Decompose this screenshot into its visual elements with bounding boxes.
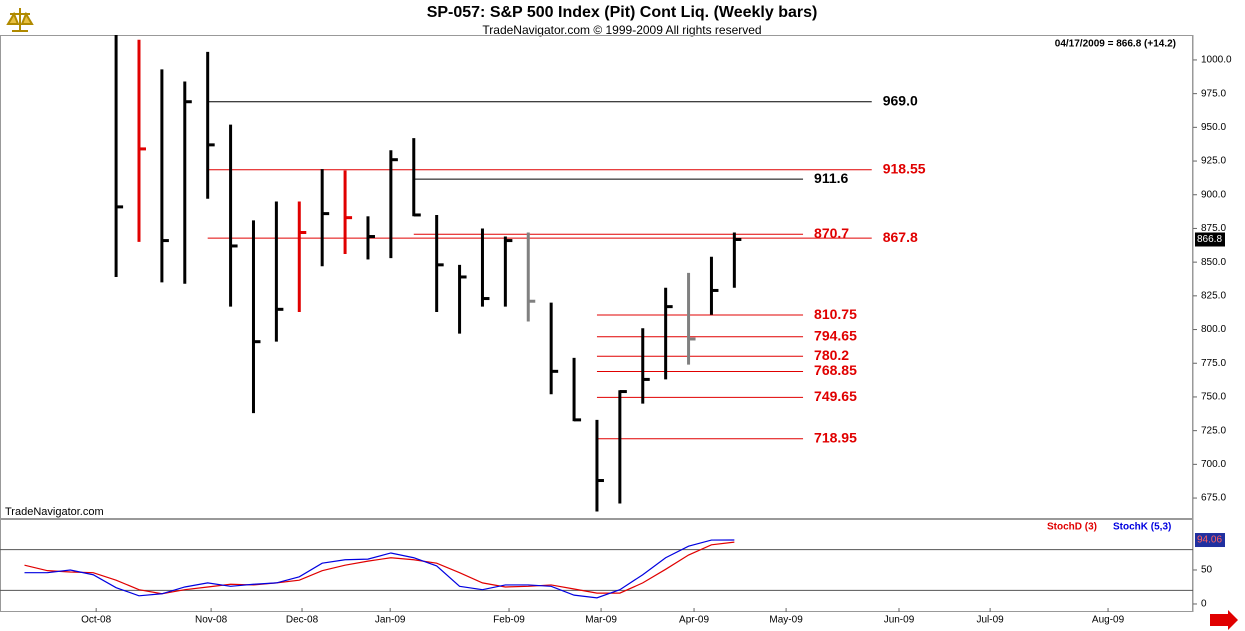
level-label: 918.55 [883,160,926,176]
x-tick-label: Dec-08 [286,615,319,626]
y-tick-label: 825.0 [1201,290,1226,301]
x-tick-label: Nov-08 [195,615,228,626]
y-tick-label: 750.0 [1201,392,1226,403]
stoch-line [24,541,735,595]
y-tick-label: 0 [1201,599,1207,610]
level-label: 870.7 [814,225,849,241]
y-tick-label: 1000.0 [1201,55,1232,66]
watermark: TradeNavigator.com [5,506,104,518]
y-tick-label: 725.0 [1201,425,1226,436]
y-tick-label: 875.0 [1201,223,1226,234]
level-label: 780.2 [814,347,849,363]
x-tick-label: Jun-09 [884,615,915,626]
last-value-label: 94.06 [1197,535,1222,546]
level-label: 794.65 [814,327,857,343]
x-tick-label: Apr-09 [679,615,709,626]
main-plot [114,35,872,512]
level-label: 718.95 [814,430,857,446]
y-tick-label: 50 [1201,565,1213,576]
y-tick-label: 950.0 [1201,122,1226,133]
y-tick-label: 700.0 [1201,459,1226,470]
level-label: 749.65 [814,388,857,404]
x-tick-label: Jan-09 [375,615,406,626]
level-label: 969.0 [883,92,918,108]
y-tick-label: 800.0 [1201,324,1226,335]
last-price-box [1195,232,1225,247]
date-note: 04/17/2009 = 866.8 (+14.2) [1055,39,1176,50]
x-tick-label: May-09 [769,615,803,626]
y-tick-label: 925.0 [1201,156,1226,167]
x-tick-label: Aug-09 [1092,615,1125,626]
x-tick-label: Feb-09 [493,615,525,626]
level-label: 867.8 [883,229,918,245]
y-tick-label: 775.0 [1201,358,1226,369]
scroll-arrow[interactable] [1210,610,1238,630]
stoch-line [24,539,735,599]
last-value-box [1195,533,1225,548]
last-price-label: 866.8 [1197,234,1222,245]
y-tick-label: 675.0 [1201,493,1226,504]
level-label: 810.75 [814,306,857,322]
legend-entry: StochK (5,3) [1113,522,1171,533]
y-tick-label: 975.0 [1201,88,1226,99]
y-tick-label: 900.0 [1201,189,1226,200]
legend-entry: StochD (3) [1047,522,1097,533]
chart-title: SP-057: S&P 500 Index (Pit) Cont Liq. (W… [427,4,818,21]
logo [5,5,35,35]
level-label: 768.85 [814,362,857,378]
x-tick-label: Mar-09 [585,615,617,626]
x-tick-label: Oct-08 [81,615,111,626]
y-tick-label: 850.0 [1201,257,1226,268]
x-tick-label: Jul-09 [976,615,1004,626]
chart-subtitle: TradeNavigator.com © 1999-2009 All right… [482,23,761,37]
level-label: 911.6 [814,170,848,186]
